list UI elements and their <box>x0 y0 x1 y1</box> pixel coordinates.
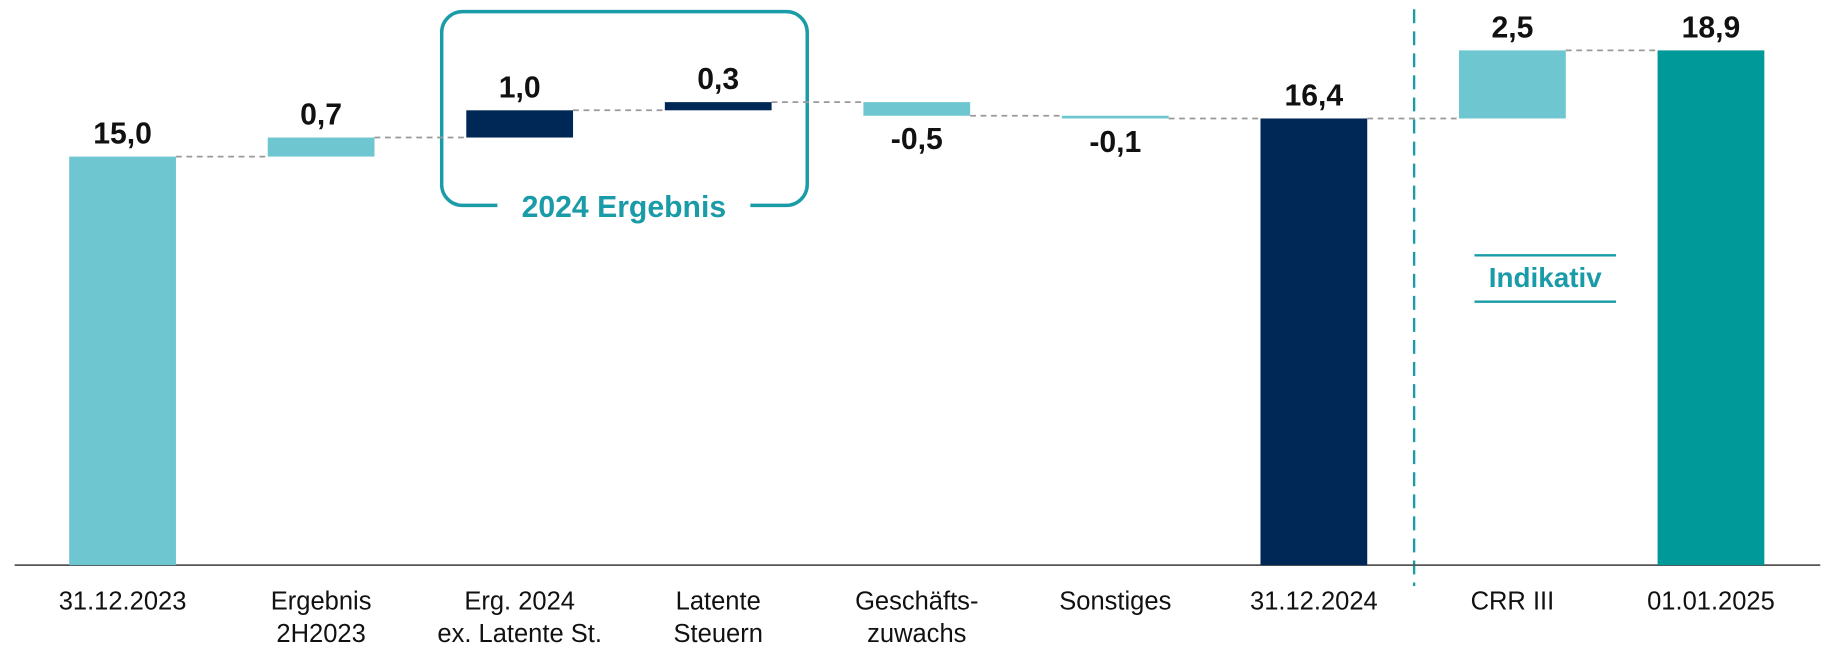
bar <box>863 102 971 116</box>
bar <box>1260 118 1368 566</box>
value-label: -0,5 <box>891 123 943 156</box>
value-label: 1,0 <box>499 71 541 104</box>
value-label: -0,1 <box>1089 126 1141 159</box>
x-tick-label: 31.12.2023 <box>59 587 187 615</box>
x-tick-label: Geschäfts-zuwachs <box>855 587 978 647</box>
bar <box>69 156 176 566</box>
value-label: 16,4 <box>1285 80 1344 113</box>
bar <box>466 110 574 138</box>
indikativ-label: Indikativ <box>1489 262 1602 293</box>
value-label: 18,9 <box>1682 11 1741 44</box>
bar <box>1459 50 1566 119</box>
group-label: 2024 Ergebnis <box>522 191 726 224</box>
x-tick-label: Ergebnis 2H2023 <box>271 587 372 647</box>
value-label: 0,7 <box>300 99 342 132</box>
x-tick-label: Sonstiges <box>1059 587 1171 615</box>
box-gap <box>497 187 751 228</box>
x-tick-label: 31.12.2024 <box>1250 587 1378 615</box>
bar <box>1657 50 1765 566</box>
bar <box>1061 115 1169 119</box>
value-label: 0,3 <box>697 63 739 96</box>
value-label: 2,5 <box>1491 11 1533 44</box>
x-tick-label: CRR III <box>1471 587 1555 615</box>
x-tick-label: Latente Steuern <box>674 587 763 647</box>
x-tick-label: 01.01.2025 <box>1647 587 1775 615</box>
bar <box>267 137 375 157</box>
value-label: 15,0 <box>93 118 152 151</box>
x-tick-label: Erg. 2024 ex. Latente St. <box>437 587 602 647</box>
bar <box>664 102 772 111</box>
